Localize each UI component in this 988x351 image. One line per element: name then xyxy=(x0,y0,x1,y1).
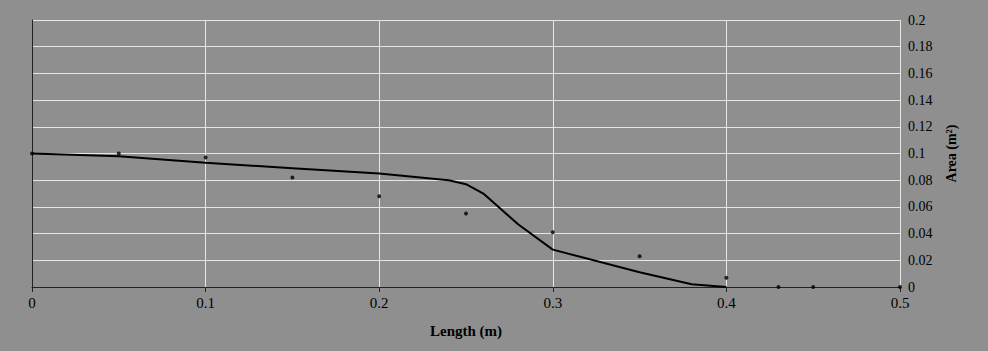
svg-text:0.1: 0.1 xyxy=(908,146,926,161)
svg-text:0.14: 0.14 xyxy=(908,93,933,108)
svg-text:0.2: 0.2 xyxy=(370,295,389,311)
svg-text:0.5: 0.5 xyxy=(891,295,910,311)
svg-text:0: 0 xyxy=(28,295,36,311)
svg-text:Area (m²): Area (m²) xyxy=(944,124,960,182)
svg-text:0: 0 xyxy=(908,280,915,295)
svg-text:0.18: 0.18 xyxy=(908,39,933,54)
svg-text:0.1: 0.1 xyxy=(196,295,215,311)
svg-text:0.04: 0.04 xyxy=(908,226,933,241)
svg-text:0.08: 0.08 xyxy=(908,173,933,188)
svg-text:Length (m): Length (m) xyxy=(430,323,502,340)
svg-text:0.16: 0.16 xyxy=(908,66,933,81)
svg-text:0.12: 0.12 xyxy=(908,119,933,134)
svg-text:0.06: 0.06 xyxy=(908,199,933,214)
svg-text:0.4: 0.4 xyxy=(717,295,736,311)
svg-text:0.02: 0.02 xyxy=(908,253,933,268)
svg-text:0.3: 0.3 xyxy=(543,295,562,311)
svg-text:0.2: 0.2 xyxy=(908,13,926,28)
